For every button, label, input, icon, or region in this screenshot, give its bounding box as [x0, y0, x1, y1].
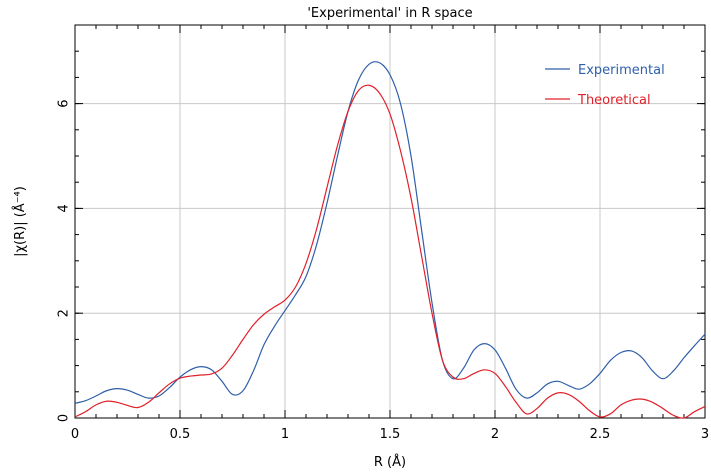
axis-ticks: 0 0.5 1 1.5 2 2.5 3 0 2 4 6	[57, 24, 709, 442]
chart-title: 'Experimental' in R space	[307, 6, 472, 21]
x-axis-label: R (Å)	[374, 454, 406, 470]
y-tick-label: 6	[57, 99, 72, 107]
y-tick-label: 4	[57, 204, 72, 212]
legend: Experimental Theoretical	[545, 63, 665, 108]
legend-label-experimental: Experimental	[578, 63, 665, 78]
y-tick-label: 0	[57, 414, 72, 422]
x-tick-label: 2	[491, 427, 499, 442]
series-line-experimental	[74, 61, 706, 404]
x-tick-label: 0	[71, 427, 79, 442]
series-lines	[74, 61, 706, 419]
legend-label-theoretical: Theoretical	[577, 93, 651, 108]
x-tick-label: 0.5	[170, 427, 191, 442]
grid	[75, 25, 705, 418]
x-tick-label: 2.5	[590, 427, 611, 442]
series-line-theoretical	[74, 84, 706, 419]
x-tick-label: 1	[281, 427, 289, 442]
x-tick-label: 3	[701, 427, 709, 442]
y-tick-label: 2	[57, 309, 72, 317]
x-tick-label: 1.5	[380, 427, 401, 442]
y-axis-label: |χ(R)| (Å⁻⁴)	[12, 186, 28, 257]
